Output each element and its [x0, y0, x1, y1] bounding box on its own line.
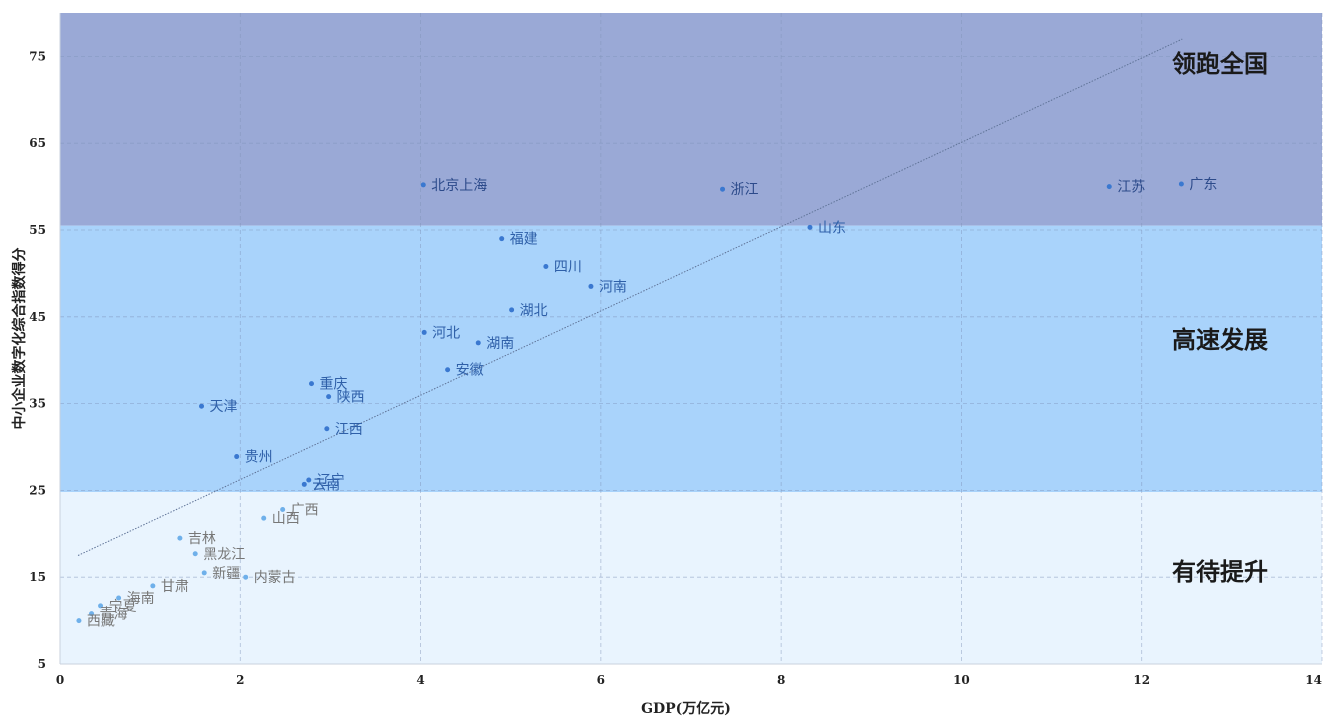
point-label: 湖北 [520, 303, 548, 319]
y-tick-label: 5 [38, 657, 46, 671]
y-axis-title: 中小企业数字化综合指数得分 [11, 248, 28, 430]
point-label: 天津 [210, 399, 238, 415]
point-label: 广东 [1189, 177, 1217, 193]
data-point [807, 224, 813, 230]
x-tick-label: 2 [236, 673, 244, 687]
band-label-1: 高速发展 [1172, 326, 1268, 354]
data-point [306, 477, 312, 483]
point-label: 甘肃 [161, 579, 189, 595]
data-point [234, 454, 240, 460]
data-point [76, 618, 82, 624]
point-label: 青海 [100, 607, 128, 623]
data-point [280, 506, 286, 512]
data-point [543, 263, 549, 269]
data-point [89, 611, 95, 617]
point-label: 辽宁 [317, 472, 345, 489]
data-point [116, 595, 122, 601]
point-label: 黑龙江 [203, 547, 245, 563]
point-label: 北京上海 [431, 178, 487, 194]
point-label: 海南 [127, 591, 155, 607]
x-axis-title: GDP(万亿元) [641, 700, 731, 717]
point-label: 四川 [554, 259, 582, 275]
point-label: 安徽 [456, 363, 484, 379]
point-label: 河北 [432, 325, 460, 341]
x-tick-label: 14 [1305, 673, 1322, 687]
data-point [301, 481, 307, 487]
data-point [177, 535, 183, 541]
data-point [509, 307, 515, 313]
point-label: 山东 [818, 220, 846, 236]
point-label: 西藏 [87, 614, 115, 630]
y-tick-label: 25 [29, 483, 46, 497]
band-0 [60, 13, 1322, 226]
data-point [192, 551, 198, 557]
point-label: 宁夏 [109, 598, 137, 615]
x-tick-label: 12 [1133, 673, 1150, 687]
y-tick-label: 15 [29, 570, 46, 584]
band-1 [60, 225, 1322, 493]
trend-line [77, 38, 1183, 556]
y-tick-label: 75 [29, 49, 46, 63]
y-tick-label: 45 [29, 310, 46, 324]
data-point [201, 570, 207, 576]
data-point [499, 236, 505, 242]
point-label: 云南 [312, 477, 340, 493]
data-point [98, 603, 104, 609]
data-point [588, 283, 594, 289]
band-label-2: 有待提升 [1172, 558, 1268, 586]
point-label: 福建 [510, 232, 538, 248]
band-label-0: 领跑全国 [1172, 50, 1268, 78]
y-tick-label: 65 [29, 136, 46, 150]
x-tick-label: 0 [56, 673, 64, 687]
data-point [243, 574, 249, 580]
data-point [326, 394, 332, 400]
x-tick-label: 10 [953, 673, 970, 687]
point-label: 新疆 [212, 566, 240, 582]
data-point [475, 340, 481, 346]
data-point [720, 186, 726, 192]
point-label: 陕西 [337, 390, 365, 406]
x-tick-label: 6 [597, 673, 605, 687]
data-point [308, 381, 314, 387]
data-point [324, 426, 330, 432]
y-tick-label: 55 [29, 223, 46, 237]
data-point [150, 583, 156, 589]
x-tick-label: 4 [416, 673, 424, 687]
point-label: 山西 [272, 511, 300, 527]
data-point [1106, 184, 1112, 190]
data-point [199, 403, 205, 409]
point-label: 浙江 [731, 182, 759, 198]
data-point [261, 515, 267, 521]
y-tick-label: 35 [29, 397, 46, 411]
point-label: 广西 [291, 502, 319, 518]
data-point [445, 367, 451, 373]
point-label: 江西 [335, 422, 363, 438]
band-2 [60, 492, 1322, 664]
point-label: 江苏 [1117, 180, 1145, 196]
x-tick-label: 8 [777, 673, 785, 687]
point-label: 吉林 [188, 531, 216, 547]
data-point [1178, 181, 1184, 187]
point-label: 贵州 [245, 450, 273, 466]
point-label: 重庆 [319, 377, 347, 393]
data-point [421, 329, 427, 335]
point-label: 湖南 [486, 336, 514, 352]
point-label: 河南 [599, 279, 627, 295]
data-point [420, 182, 426, 188]
point-label: 内蒙古 [254, 570, 296, 586]
